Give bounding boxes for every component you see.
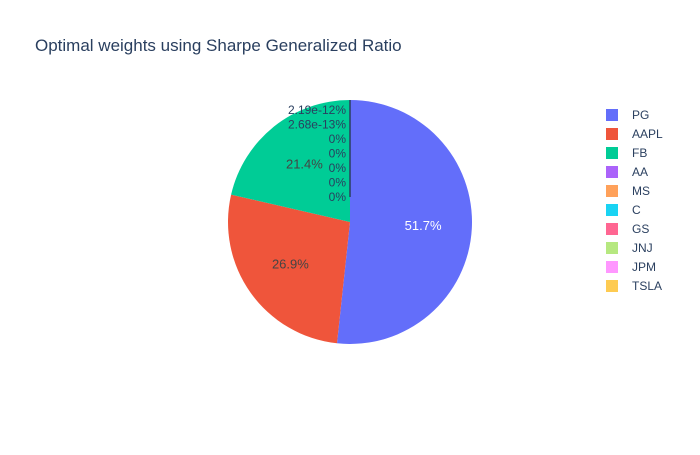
legend-label-jnj: JNJ (632, 241, 653, 255)
slice-label-pg: 51.7% (405, 218, 442, 233)
pie-outside-labels: 2.19e-12%2.68e-13%0%0%0%0%0% (288, 100, 351, 204)
pie-slice-pg[interactable] (336, 100, 473, 345)
legend-item-fb[interactable]: FB (606, 146, 647, 160)
legend-item-pg[interactable]: PG (606, 108, 649, 122)
outside-label-c: 0% (329, 132, 347, 146)
legend-item-c[interactable]: C (606, 203, 641, 217)
legend-item-jpm[interactable]: JPM (606, 260, 656, 274)
legend-swatch-gs (606, 223, 618, 235)
legend-label-jpm: JPM (632, 260, 656, 274)
legend-label-aapl: AAPL (632, 127, 663, 141)
legend-label-gs: GS (632, 222, 649, 236)
legend-item-tsla[interactable]: TSLA (606, 279, 662, 293)
legend-swatch-aa (606, 166, 618, 178)
legend-swatch-tsla (606, 280, 618, 292)
legend-swatch-ms (606, 185, 618, 197)
chart-title: Optimal weights using Sharpe Generalized… (35, 36, 402, 55)
legend-label-fb: FB (632, 146, 647, 160)
slice-label-aapl: 26.9% (272, 256, 309, 271)
pie-slice-fb[interactable] (231, 100, 350, 222)
pie-slices (227, 100, 473, 345)
legend-swatch-aapl (606, 128, 618, 140)
legend-swatch-jpm (606, 261, 618, 273)
pie-inside-labels: 51.7% 26.9% 21.4% (272, 157, 442, 272)
slice-label-fb: 21.4% (286, 157, 323, 172)
legend-swatch-jnj (606, 242, 618, 254)
legend-item-aapl[interactable]: AAPL (606, 127, 663, 141)
outside-label-aa: 2.19e-12% (288, 103, 346, 117)
legend: PG AAPL FB AA MS C GS JNJ JPM TSLA (606, 108, 663, 293)
outside-label-gs: 0% (329, 147, 347, 161)
legend-label-c: C (632, 203, 641, 217)
outside-label-tsla: 0% (329, 190, 347, 204)
legend-swatch-c (606, 204, 618, 216)
legend-label-aa: AA (632, 165, 648, 179)
legend-item-aa[interactable]: AA (606, 165, 648, 179)
outside-label-jnj: 0% (329, 161, 347, 175)
outside-label-ms: 2.68e-13% (288, 118, 346, 132)
legend-swatch-fb (606, 147, 618, 159)
legend-item-ms[interactable]: MS (606, 184, 650, 198)
pie-slice-aapl[interactable] (227, 194, 350, 344)
legend-item-jnj[interactable]: JNJ (606, 241, 653, 255)
legend-label-ms: MS (632, 184, 650, 198)
legend-item-gs[interactable]: GS (606, 222, 649, 236)
legend-label-tsla: TSLA (632, 279, 662, 293)
outside-label-jpm: 0% (329, 176, 347, 190)
legend-swatch-pg (606, 109, 618, 121)
legend-label-pg: PG (632, 108, 649, 122)
